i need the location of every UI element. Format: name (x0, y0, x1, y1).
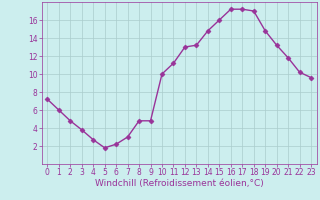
X-axis label: Windchill (Refroidissement éolien,°C): Windchill (Refroidissement éolien,°C) (95, 179, 264, 188)
